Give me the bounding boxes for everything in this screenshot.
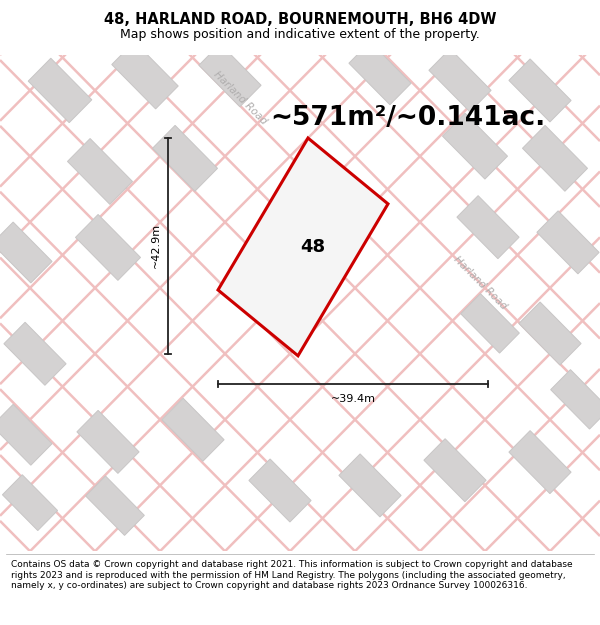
Polygon shape (537, 211, 599, 274)
Polygon shape (523, 126, 587, 191)
Polygon shape (218, 138, 388, 356)
Polygon shape (28, 58, 92, 122)
Polygon shape (2, 475, 58, 531)
Text: ~571m²/~0.141ac.: ~571m²/~0.141ac. (270, 105, 545, 131)
Polygon shape (429, 49, 491, 112)
Text: 48, HARLAND ROAD, BOURNEMOUTH, BH6 4DW: 48, HARLAND ROAD, BOURNEMOUTH, BH6 4DW (104, 12, 496, 27)
Polygon shape (457, 196, 519, 259)
Text: Map shows position and indicative extent of the property.: Map shows position and indicative extent… (120, 28, 480, 41)
Text: ~39.4m: ~39.4m (331, 394, 376, 404)
Text: Contains OS data © Crown copyright and database right 2021. This information is : Contains OS data © Crown copyright and d… (11, 560, 572, 590)
Polygon shape (0, 222, 52, 283)
Polygon shape (199, 44, 261, 107)
Polygon shape (162, 398, 224, 461)
Text: ~42.9m: ~42.9m (151, 223, 161, 269)
Polygon shape (4, 322, 66, 385)
Text: Harland Road: Harland Road (211, 69, 269, 126)
Polygon shape (67, 139, 133, 204)
Polygon shape (349, 42, 411, 105)
Polygon shape (509, 59, 571, 122)
Text: 48: 48 (301, 238, 326, 256)
Polygon shape (509, 431, 571, 494)
Polygon shape (442, 113, 508, 179)
Polygon shape (112, 42, 178, 109)
Polygon shape (152, 126, 218, 191)
Polygon shape (76, 214, 140, 281)
Polygon shape (77, 411, 139, 473)
Text: Harland Road: Harland Road (451, 254, 509, 311)
Polygon shape (339, 454, 401, 517)
Polygon shape (424, 439, 486, 502)
Polygon shape (0, 404, 52, 465)
Polygon shape (519, 302, 581, 365)
Polygon shape (551, 369, 600, 429)
Polygon shape (86, 476, 145, 536)
Polygon shape (249, 459, 311, 522)
Polygon shape (461, 294, 520, 353)
